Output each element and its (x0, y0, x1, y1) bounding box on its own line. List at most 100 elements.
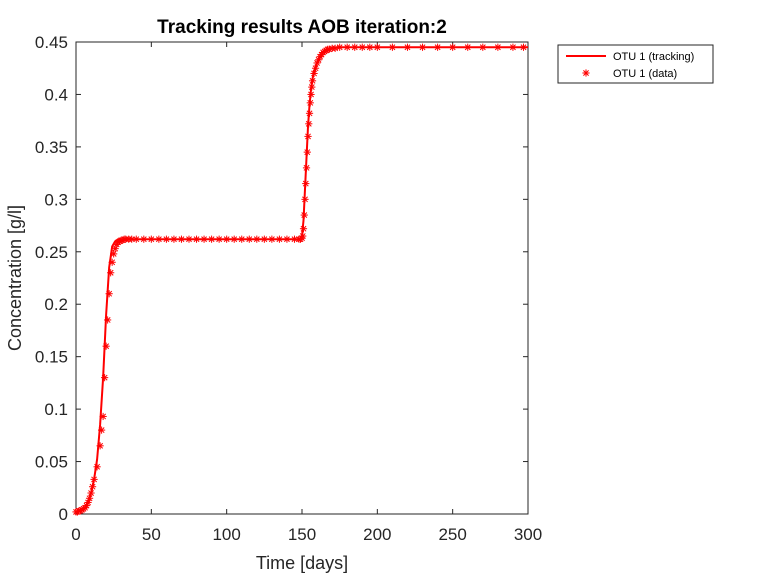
data-point (147, 235, 155, 243)
x-axis-label: Time [days] (256, 553, 348, 573)
data-point (449, 43, 457, 51)
x-axis: 0 50 100 150 200 250 300 (71, 42, 542, 544)
y-tick-label: 0.05 (35, 453, 68, 472)
y-tick-label: 0.35 (35, 138, 68, 157)
data-point (104, 316, 112, 324)
data-point (300, 211, 308, 219)
legend-asterisk-marker (582, 69, 590, 77)
data-point (358, 43, 366, 51)
axes-box (75, 41, 529, 515)
data-point (192, 235, 201, 243)
data-point (155, 235, 163, 243)
data-point (140, 235, 148, 243)
data-point (108, 258, 116, 266)
data-point (418, 43, 427, 51)
y-tick-label: 0.4 (44, 85, 68, 104)
data-point (110, 250, 118, 258)
x-tick-label: 50 (142, 525, 161, 544)
series-markers-data (72, 43, 528, 516)
data-point (245, 235, 253, 243)
data-point (307, 90, 315, 99)
y-tick-label: 0.3 (44, 190, 68, 209)
data-point (308, 83, 316, 91)
x-tick-label: 0 (71, 525, 80, 544)
data-point (90, 475, 98, 483)
legend: OTU 1 (tracking) OTU 1 (data) (557, 44, 714, 84)
data-point (299, 232, 307, 240)
legend-entry-data: OTU 1 (data) (613, 68, 677, 80)
chart-title: Tracking results AOB iteration:2 (157, 17, 447, 38)
data-point (336, 43, 344, 51)
data-point (331, 44, 339, 52)
plot-area: 0 50 100 150 200 250 300 0 0.05 0.1 0.15 0.2 0.25 0.… (35, 33, 542, 544)
legend-box (557, 44, 714, 84)
data-point (303, 148, 311, 156)
data-point (509, 43, 517, 51)
data-point (85, 494, 94, 502)
data-point (311, 64, 320, 72)
data-point (310, 69, 318, 78)
data-point (128, 235, 136, 243)
data-point (308, 77, 317, 85)
y-tick-label: 0.2 (44, 295, 68, 314)
data-point (93, 463, 101, 471)
y-tick-label: 0.1 (44, 400, 68, 419)
data-point (351, 43, 359, 51)
x-tick-label: 150 (288, 525, 316, 544)
data-point (88, 483, 97, 491)
x-tick-label: 100 (212, 525, 240, 544)
data-point (200, 235, 208, 243)
data-point (519, 43, 528, 51)
data-point (302, 180, 310, 188)
data-point (304, 132, 312, 140)
y-tick-label: 0.45 (35, 33, 68, 52)
data-point (223, 235, 231, 243)
data-point (388, 43, 396, 51)
data-point (105, 290, 113, 298)
data-point (101, 374, 109, 382)
y-axis: 0 0.05 0.1 0.15 0.2 0.25 0.3 0.35 0.4 0.45 (35, 33, 528, 524)
y-axis-label: Concentration [g/l] (5, 205, 25, 351)
data-point (366, 43, 374, 51)
data-point (275, 235, 283, 243)
data-point (494, 43, 502, 51)
data-point (208, 235, 216, 243)
data-point (170, 235, 178, 243)
y-tick-label: 0.15 (35, 348, 68, 367)
data-point (177, 235, 186, 243)
data-point (253, 235, 261, 243)
x-tick-label: 300 (514, 525, 542, 544)
data-point (230, 235, 238, 243)
data-point (260, 235, 268, 243)
data-point (102, 342, 110, 350)
data-point (185, 235, 193, 243)
data-point (479, 43, 487, 51)
data-point (98, 426, 106, 434)
data-point (305, 120, 313, 128)
data-point (107, 269, 115, 277)
data-point (132, 235, 140, 243)
series-layer (72, 43, 528, 516)
y-tick-label: 0.25 (35, 243, 68, 262)
data-point (215, 235, 223, 243)
data-point (162, 235, 170, 243)
data-point (403, 43, 412, 51)
data-point (302, 164, 311, 172)
data-point (283, 235, 291, 243)
data-point (434, 43, 442, 51)
legend-entry-tracking: OTU 1 (tracking) (613, 51, 694, 63)
data-point (306, 99, 314, 107)
data-point (464, 43, 472, 51)
data-point (299, 225, 308, 233)
y-tick-label: 0 (59, 505, 68, 524)
data-point (343, 43, 351, 51)
data-point (373, 43, 381, 51)
data-point (87, 489, 95, 497)
data-point (268, 235, 276, 243)
legend-asterisk (582, 69, 590, 77)
x-tick-label: 250 (438, 525, 466, 544)
data-point (96, 442, 104, 450)
data-point (238, 235, 246, 243)
data-point (301, 195, 309, 203)
